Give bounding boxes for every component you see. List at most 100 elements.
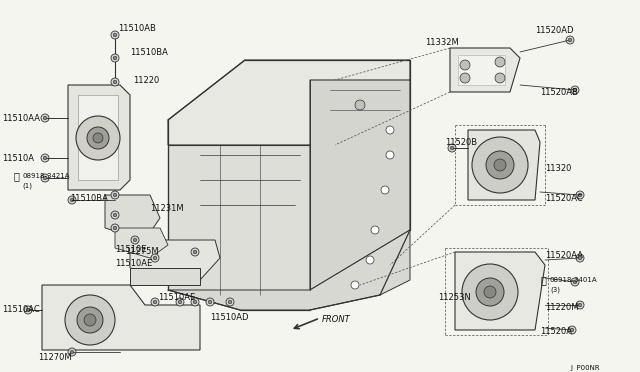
Circle shape (460, 60, 470, 70)
Circle shape (111, 78, 119, 86)
Text: 11520AB: 11520AB (540, 87, 578, 96)
Circle shape (111, 54, 119, 62)
Circle shape (571, 86, 579, 94)
Text: 11510AA: 11510AA (2, 113, 40, 122)
Text: 11520AA: 11520AA (545, 250, 583, 260)
Polygon shape (105, 195, 160, 240)
Circle shape (93, 133, 103, 143)
Circle shape (77, 307, 103, 333)
Polygon shape (78, 95, 118, 180)
Circle shape (41, 154, 49, 162)
Text: 11520AD: 11520AD (535, 26, 573, 35)
Circle shape (191, 298, 199, 306)
Circle shape (178, 300, 182, 304)
Text: Ⓝ: Ⓝ (541, 275, 547, 285)
Circle shape (228, 300, 232, 304)
Circle shape (153, 300, 157, 304)
Circle shape (386, 126, 394, 134)
Circle shape (578, 303, 582, 307)
Circle shape (44, 176, 47, 180)
Circle shape (84, 314, 96, 326)
Polygon shape (168, 145, 310, 290)
Circle shape (41, 174, 49, 182)
Text: 11520AC: 11520AC (545, 193, 583, 202)
Text: (1): (1) (22, 183, 32, 189)
Circle shape (68, 196, 76, 204)
Text: 11510AC: 11510AC (2, 305, 40, 314)
Circle shape (41, 114, 49, 122)
Circle shape (386, 151, 394, 159)
Polygon shape (455, 252, 545, 330)
Circle shape (26, 308, 30, 312)
Circle shape (571, 278, 579, 286)
Circle shape (193, 250, 197, 254)
Circle shape (151, 298, 159, 306)
Circle shape (111, 191, 119, 199)
Text: 11510AE: 11510AE (158, 294, 195, 302)
Circle shape (151, 254, 159, 262)
Text: Ⓝ: Ⓝ (14, 171, 20, 181)
Circle shape (495, 57, 505, 67)
Circle shape (381, 186, 389, 194)
Text: 11510AD: 11510AD (210, 314, 248, 323)
Circle shape (191, 248, 199, 256)
Polygon shape (168, 230, 410, 310)
Circle shape (484, 286, 496, 298)
Polygon shape (68, 85, 130, 190)
Circle shape (113, 80, 117, 84)
Circle shape (87, 127, 109, 149)
Text: 11510BA: 11510BA (130, 48, 168, 57)
Text: 11520B: 11520B (445, 138, 477, 147)
Circle shape (113, 226, 117, 230)
Circle shape (355, 100, 365, 110)
Text: 11220: 11220 (133, 76, 159, 84)
Text: 11510AB: 11510AB (118, 23, 156, 32)
Text: 11332M: 11332M (425, 38, 459, 46)
Circle shape (570, 328, 574, 332)
Circle shape (65, 295, 115, 345)
Text: 11253N: 11253N (438, 294, 471, 302)
Circle shape (472, 137, 528, 193)
Circle shape (366, 256, 374, 264)
Circle shape (450, 146, 454, 150)
Text: 11510AE: 11510AE (115, 260, 152, 269)
Circle shape (193, 300, 197, 304)
Polygon shape (450, 48, 520, 92)
Circle shape (113, 213, 117, 217)
Text: 08918-3421A: 08918-3421A (22, 173, 70, 179)
Circle shape (111, 31, 119, 39)
Text: 11220M: 11220M (545, 304, 579, 312)
Circle shape (576, 301, 584, 309)
Circle shape (44, 116, 47, 120)
Polygon shape (130, 240, 220, 280)
Circle shape (68, 348, 76, 356)
Polygon shape (115, 228, 168, 258)
Circle shape (566, 36, 574, 44)
Circle shape (371, 226, 379, 234)
Circle shape (573, 88, 577, 92)
Circle shape (133, 238, 137, 242)
Text: 11231M: 11231M (150, 203, 184, 212)
Circle shape (578, 193, 582, 197)
Circle shape (113, 193, 117, 197)
Circle shape (462, 264, 518, 320)
Text: 11520A: 11520A (540, 327, 572, 337)
Circle shape (111, 211, 119, 219)
Circle shape (476, 278, 504, 306)
Circle shape (131, 236, 139, 244)
Circle shape (448, 144, 456, 152)
Text: 11510A: 11510A (2, 154, 34, 163)
Circle shape (495, 73, 505, 83)
Circle shape (208, 300, 212, 304)
Text: (3): (3) (550, 287, 560, 293)
Polygon shape (468, 130, 540, 200)
Polygon shape (168, 60, 410, 145)
Text: J  P00NR: J P00NR (570, 365, 600, 371)
Circle shape (111, 224, 119, 232)
Circle shape (153, 256, 157, 260)
Circle shape (76, 116, 120, 160)
Text: 11275M: 11275M (125, 247, 159, 257)
Polygon shape (130, 268, 200, 285)
Circle shape (494, 159, 506, 171)
Circle shape (70, 198, 74, 202)
